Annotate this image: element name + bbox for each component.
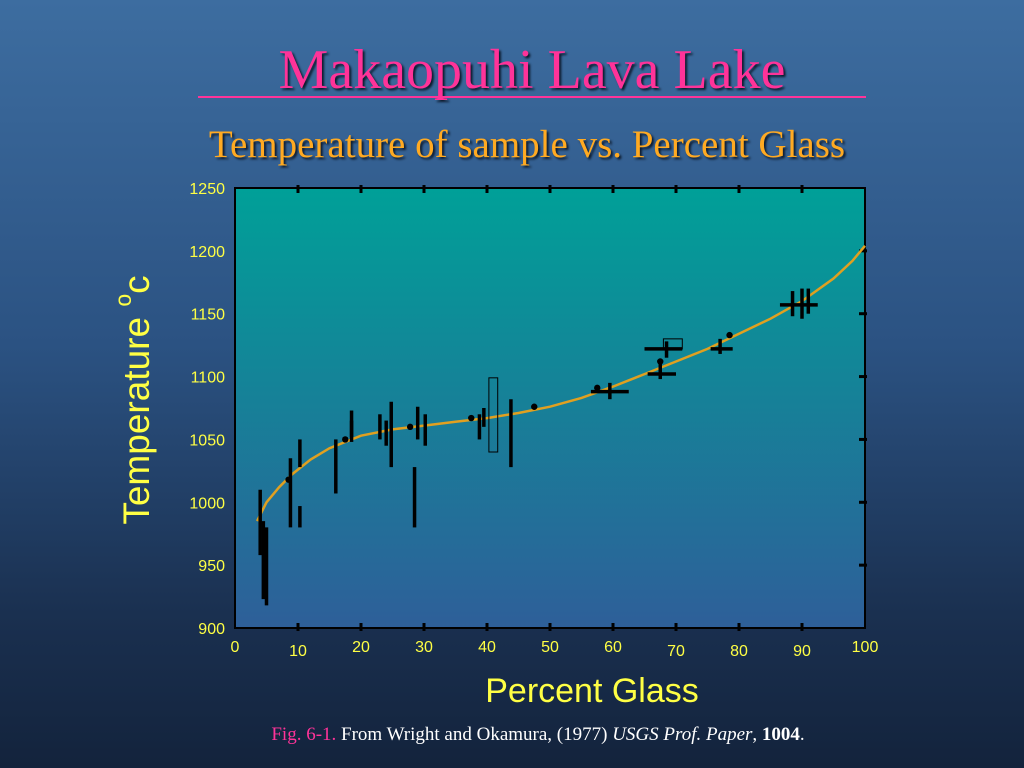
x-tick-label: 90 (793, 643, 811, 660)
data-point (285, 476, 292, 483)
caption-volume: 1004 (761, 724, 800, 745)
x-axis-label: Percent Glass (485, 672, 699, 710)
x-tick-label: 30 (415, 639, 433, 656)
caption-source: From Wright and Okamura, (1977) (341, 724, 608, 745)
x-tick-label: 20 (352, 639, 370, 656)
y-tick-label: 1150 (191, 307, 226, 324)
x-tick-labels: 0 10 20 30 40 50 60 70 80 90 100 (231, 639, 879, 660)
caption-journal: USGS Prof. Paper (612, 724, 753, 745)
y-tick-label: 900 (198, 621, 225, 638)
y-axis-label-text: Temperature (116, 316, 157, 525)
x-tick-label: 0 (231, 639, 240, 656)
y-tick-labels: 900 950 1000 1050 1100 1150 1200 1250 (189, 181, 225, 638)
caption-fig-label: Fig. 6-1. (271, 724, 337, 745)
data-point (406, 423, 414, 431)
y-tick-label: 1100 (191, 370, 226, 387)
tick-marks (296, 185, 867, 631)
range-box (488, 377, 499, 453)
y-tick-label: 1250 (189, 181, 225, 198)
x-tick-label: 100 (852, 639, 879, 656)
x-tick-label: 40 (478, 639, 496, 656)
title-underline (198, 96, 866, 98)
caption-comma: , (752, 724, 758, 745)
figure-caption: Fig. 6-1. From Wright and Okamura, (1977… (0, 724, 1024, 746)
y-tick-label: 1000 (189, 495, 225, 512)
y-axis-unit-degree: o (110, 293, 136, 307)
data-point (531, 403, 538, 410)
data-point (726, 331, 733, 339)
data-marks-layer (258, 288, 818, 606)
y-axis-label: Temperature oc (110, 275, 158, 524)
slide-subtitle: Temperature of sample vs. Percent Glass (208, 123, 846, 166)
data-point (468, 414, 475, 422)
plot-area (235, 188, 865, 628)
data-point (594, 384, 601, 392)
x-tick-label: 70 (667, 643, 685, 660)
x-tick-label: 50 (541, 639, 559, 656)
data-point (342, 436, 349, 443)
data-point (657, 358, 664, 365)
x-tick-label: 10 (289, 643, 307, 660)
caption-period: . (799, 724, 805, 745)
x-tick-label: 80 (730, 643, 748, 660)
y-tick-label: 1200 (189, 244, 225, 261)
slide-title: Makaopuhi Lava Lake (278, 39, 786, 101)
x-tick-label: 60 (604, 639, 622, 656)
y-tick-label: 1050 (189, 432, 225, 449)
y-tick-label: 950 (198, 558, 225, 575)
y-axis-unit: c (116, 275, 157, 294)
